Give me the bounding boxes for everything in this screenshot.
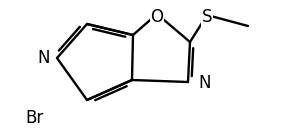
Text: N: N bbox=[198, 74, 210, 92]
Text: Br: Br bbox=[26, 109, 44, 127]
Text: O: O bbox=[151, 8, 163, 26]
Text: S: S bbox=[202, 8, 212, 26]
Text: N: N bbox=[38, 49, 50, 67]
